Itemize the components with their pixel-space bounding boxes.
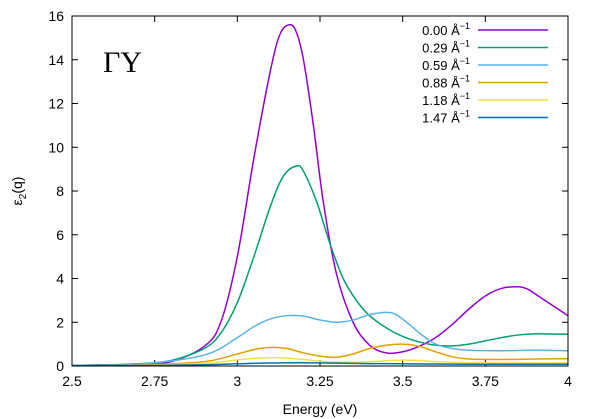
plot-frame <box>71 15 569 367</box>
x-tick-label: 2.75 <box>141 373 168 389</box>
y-axis-title-sub: 2 <box>18 193 29 199</box>
legend-label: 0.59 Å−1 <box>422 56 470 73</box>
series-line-1-47 <box>71 361 568 367</box>
legend-label: 0.00 Å−1 <box>422 21 470 38</box>
legend-value: 0.00 <box>422 23 451 38</box>
legend-unit-exponent: −1 <box>460 56 470 66</box>
legend-value: 0.59 <box>422 58 451 73</box>
x-axis-title: Energy (eV) <box>283 401 358 417</box>
y-tick-label: 10 <box>48 139 64 155</box>
series-line-1-18 <box>71 356 569 367</box>
y-tick-label: 14 <box>48 52 64 68</box>
y-tick-label: 8 <box>56 183 64 199</box>
legend-unit-exponent: −1 <box>460 109 470 119</box>
legend-value: 0.29 <box>422 41 451 56</box>
legend-label: 0.29 Å−1 <box>422 39 470 56</box>
y-tick-label: 12 <box>48 96 64 112</box>
legend-unit-exponent: −1 <box>460 91 470 101</box>
y-tick-label: 4 <box>56 271 64 287</box>
legend-label: 1.18 Å−1 <box>422 91 470 108</box>
y-tick-label: 2 <box>56 314 64 330</box>
x-tick-label: 3 <box>233 373 241 389</box>
y-axis-title: ε2(q) <box>9 177 29 206</box>
legend-unit: Å <box>451 93 460 108</box>
legend-unit: Å <box>451 41 460 56</box>
legend-unit: Å <box>451 111 460 126</box>
y-tick-label: 16 <box>48 8 64 24</box>
x-tick-label: 2.5 <box>62 373 82 389</box>
y-tick-label: 0 <box>56 358 64 374</box>
x-tick-label: 4 <box>564 373 572 389</box>
legend-label: 1.47 Å−1 <box>422 109 470 126</box>
legend-unit: Å <box>451 23 460 38</box>
ticks-layer: 2.5 2.75 3 3.25 3.5 3.75 4 0 2 4 6 8 10 12 14 16 <box>48 8 572 389</box>
series-line-0-59 <box>71 311 569 367</box>
legend: 0.00 Å−10.29 Å−10.59 Å−10.88 Å−11.18 Å−1… <box>422 21 548 126</box>
series-line-0-29 <box>71 164 569 367</box>
y-tick-label: 6 <box>56 227 64 243</box>
legend-value: 1.47 <box>422 111 451 126</box>
legend-value: 0.88 <box>422 76 451 91</box>
legend-label: 0.88 Å−1 <box>422 74 470 91</box>
legend-unit-exponent: −1 <box>460 21 470 31</box>
legend-unit-exponent: −1 <box>460 39 470 49</box>
panel-annotation: ΓY <box>103 46 142 79</box>
legend-unit-exponent: −1 <box>460 74 470 84</box>
legend-unit: Å <box>451 76 460 91</box>
x-tick-label: 3.5 <box>393 373 413 389</box>
x-tick-label: 3.75 <box>472 373 499 389</box>
series-line-0-88 <box>71 343 569 367</box>
legend-value: 1.18 <box>422 93 451 108</box>
y-axis-title-rest: (q) <box>9 177 25 194</box>
series-layer <box>71 24 569 367</box>
series-line-0-00 <box>71 24 569 367</box>
x-tick-label: 3.25 <box>306 373 333 389</box>
y-axis-title-main: ε <box>9 199 25 205</box>
legend-unit: Å <box>451 58 460 73</box>
